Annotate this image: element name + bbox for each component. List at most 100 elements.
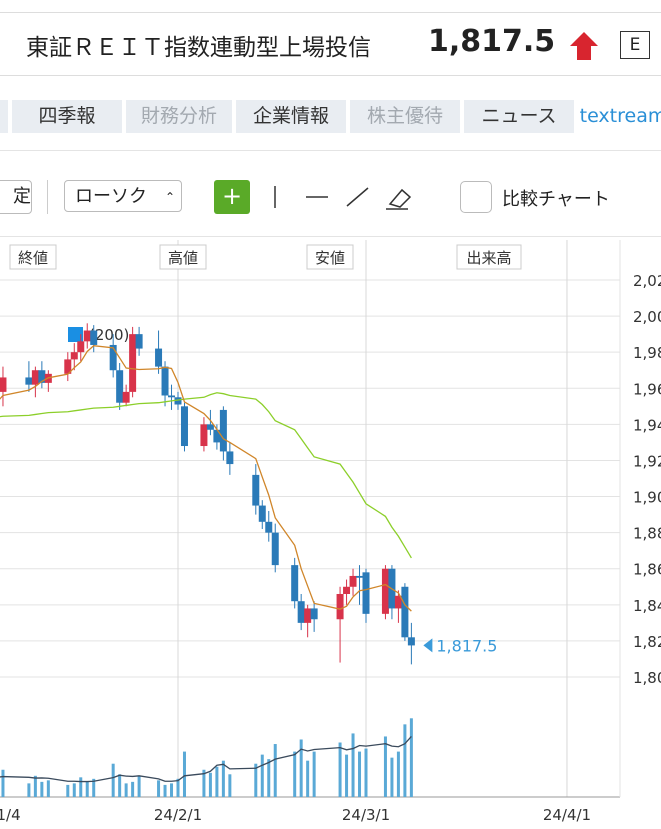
volume-bar bbox=[409, 718, 413, 797]
candle-body bbox=[129, 334, 137, 392]
x-tick-label: 24/1/4 bbox=[0, 806, 21, 824]
candle-body bbox=[401, 586, 409, 638]
eraser-tool[interactable] bbox=[386, 188, 412, 210]
candle-body bbox=[31, 370, 39, 385]
volume-bar bbox=[260, 754, 264, 797]
volume-bar bbox=[306, 760, 310, 797]
y-tick-label: 1,800 bbox=[633, 669, 661, 687]
tab[interactable]: ニュース bbox=[464, 100, 574, 133]
candle-body bbox=[265, 521, 273, 533]
tab[interactable]: textream bbox=[578, 100, 661, 133]
legend-swatch bbox=[68, 327, 83, 342]
volume-bar bbox=[208, 772, 212, 797]
tab-rule bbox=[0, 150, 661, 151]
volume-bar bbox=[72, 783, 76, 797]
candle-body bbox=[381, 568, 389, 614]
volume-bar bbox=[163, 784, 167, 797]
candle-body bbox=[206, 424, 214, 430]
candle-body bbox=[343, 586, 351, 594]
series-label: 高値 bbox=[168, 249, 198, 267]
candle-body bbox=[252, 474, 260, 506]
x-tick-label: 24/3/1 bbox=[342, 806, 390, 824]
compare-label: 比較チャート bbox=[502, 189, 610, 210]
candle-body bbox=[109, 344, 117, 371]
candle-body bbox=[174, 397, 182, 405]
last-marker bbox=[423, 638, 433, 653]
style-label: ローソク bbox=[75, 186, 147, 207]
volume-bar bbox=[118, 774, 122, 797]
candle-body bbox=[0, 377, 7, 392]
volume-bar bbox=[79, 777, 83, 797]
volume-bar bbox=[403, 724, 407, 797]
volume-bar bbox=[215, 766, 219, 797]
volume-ma-line bbox=[0, 736, 412, 783]
period-select[interactable]: 定 bbox=[0, 180, 32, 214]
y-tick-label: 1,960 bbox=[633, 380, 661, 398]
style-select[interactable]: ローソク ⌃ bbox=[64, 180, 182, 212]
candle-body bbox=[135, 334, 143, 349]
volume-bar bbox=[33, 775, 37, 797]
y-tick-label: 1,900 bbox=[633, 489, 661, 507]
candle-body bbox=[168, 395, 176, 398]
candle-body bbox=[226, 451, 234, 465]
volume-bar bbox=[345, 754, 349, 797]
x-tick-label: 24/2/1 bbox=[154, 806, 202, 824]
volume-bar bbox=[182, 751, 186, 797]
series-label: 終値 bbox=[18, 249, 48, 267]
price: 1,817.5 bbox=[428, 24, 556, 59]
volume-bar bbox=[254, 763, 258, 797]
compare-checkbox[interactable] bbox=[460, 181, 492, 213]
tab-edge bbox=[0, 100, 8, 133]
volume-bar bbox=[176, 778, 180, 797]
top-rule bbox=[0, 12, 661, 13]
volume-bar bbox=[124, 783, 128, 797]
crosshair-tool[interactable]: + bbox=[214, 180, 250, 214]
ma-long-line bbox=[0, 392, 412, 559]
header-rule bbox=[0, 75, 661, 76]
volume-bar bbox=[1, 769, 5, 797]
candle-body bbox=[70, 352, 78, 360]
label-box bbox=[159, 244, 207, 270]
candle-body bbox=[38, 370, 46, 383]
candle-body bbox=[161, 366, 169, 396]
y-tick-label: 1,820 bbox=[633, 633, 661, 651]
candle-body bbox=[291, 565, 299, 602]
tab[interactable]: 四季報 bbox=[12, 100, 122, 133]
candle-body bbox=[64, 359, 72, 374]
candle-body bbox=[219, 409, 227, 452]
candle-body bbox=[394, 595, 402, 609]
volume-bar bbox=[40, 781, 44, 797]
trend-tool[interactable] bbox=[346, 187, 369, 207]
volume-bar bbox=[111, 763, 115, 797]
volume-bar bbox=[338, 742, 342, 797]
candle-body bbox=[116, 370, 124, 403]
candle-body bbox=[336, 593, 344, 620]
divider bbox=[47, 180, 48, 214]
draw-tools bbox=[274, 186, 412, 210]
x-tick-label: 24/4/1 bbox=[543, 806, 591, 824]
candle-body bbox=[349, 575, 357, 587]
candle-body bbox=[155, 348, 163, 367]
volume-bar bbox=[27, 783, 31, 797]
candle-body bbox=[25, 377, 33, 385]
volume-bar bbox=[293, 751, 297, 797]
tab[interactable]: 株主優待 bbox=[350, 100, 460, 133]
candle-body bbox=[83, 330, 91, 342]
up-arrow bbox=[570, 32, 598, 60]
volume-bar bbox=[396, 751, 400, 797]
volume-bar bbox=[46, 780, 50, 797]
volume-bar bbox=[131, 781, 135, 797]
series-label: 安値 bbox=[315, 249, 345, 267]
candle-body bbox=[297, 601, 305, 623]
volume-bar bbox=[351, 733, 355, 797]
tab[interactable]: 財務分析 bbox=[126, 100, 232, 133]
volume-bar bbox=[66, 784, 70, 797]
volume-bar bbox=[85, 781, 89, 797]
volume-bar bbox=[228, 774, 232, 797]
label-box bbox=[456, 244, 522, 270]
tab[interactable]: 企業情報 bbox=[236, 100, 346, 133]
badge[interactable]: E bbox=[620, 31, 650, 59]
candle-body bbox=[180, 406, 188, 447]
candle-body bbox=[90, 330, 98, 345]
